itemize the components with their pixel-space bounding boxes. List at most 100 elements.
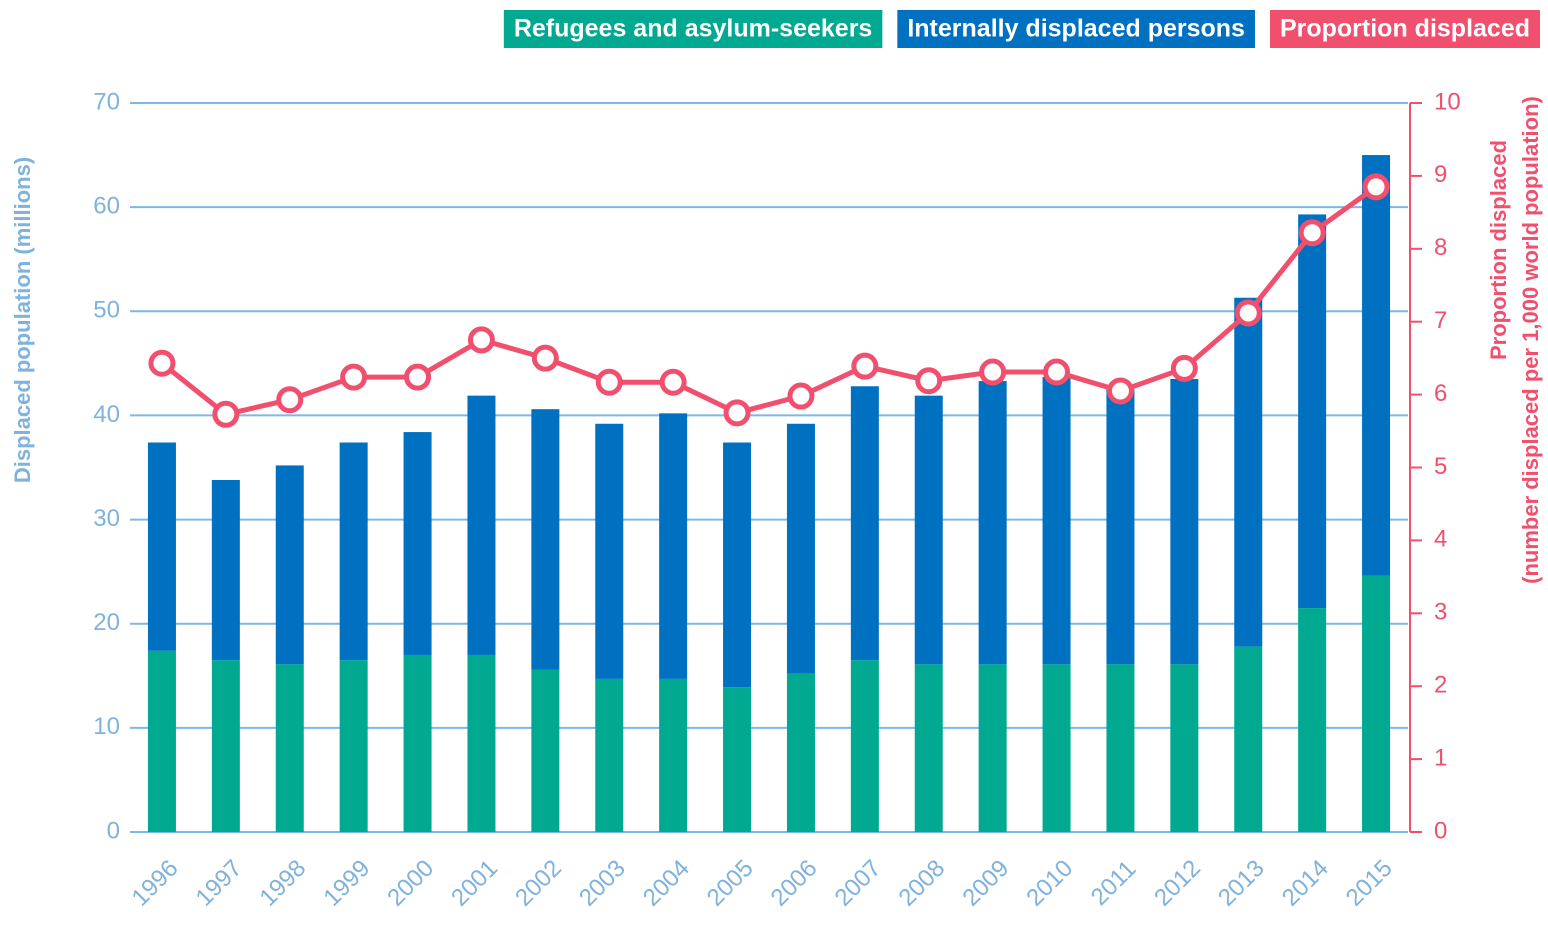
bar-segment — [211, 660, 240, 832]
bar-segment — [1042, 664, 1071, 832]
x-tick-label: 1997 — [191, 855, 248, 912]
bar-segment — [595, 678, 624, 832]
line-marker — [979, 358, 1007, 386]
legend-item: Refugees and asylum-seekers — [503, 10, 883, 48]
x-tick-label: 2002 — [510, 855, 567, 912]
y-tick-label: 10 — [93, 713, 120, 740]
line-marker — [531, 344, 559, 372]
x-tick-label: 2008 — [894, 855, 951, 912]
line-marker — [1234, 299, 1262, 327]
legend-item: Internally displaced persons — [897, 10, 1255, 48]
y2-tick-label: 1 — [1434, 744, 1447, 771]
y-tick-label: 30 — [93, 505, 120, 532]
line-marker — [1106, 377, 1134, 405]
bar-segment — [211, 479, 240, 661]
bar-segment — [786, 423, 815, 674]
y2-tick-label: 10 — [1434, 88, 1461, 115]
bar-segment — [723, 687, 752, 832]
line-marker — [1298, 219, 1326, 247]
bar-segment — [914, 395, 943, 665]
bar-segment — [914, 664, 943, 832]
y2-tick-label: 3 — [1434, 599, 1447, 626]
line-marker — [915, 367, 943, 395]
bar-segment — [339, 442, 368, 661]
line-marker — [1043, 358, 1071, 386]
bar-segment — [850, 386, 879, 661]
y2-tick-label: 8 — [1434, 234, 1447, 261]
bar-segment — [1298, 608, 1327, 832]
bar-segment — [723, 442, 752, 688]
x-tick-label: 2009 — [957, 855, 1014, 912]
bar-segment — [659, 678, 688, 832]
bar-segment — [403, 432, 432, 655]
y-axis-label: Displaced population (millions) — [10, 157, 35, 483]
line-marker — [1170, 354, 1198, 382]
bar-segment — [1170, 378, 1199, 665]
bar-segment — [531, 669, 560, 832]
bar-segment — [1234, 297, 1263, 647]
bar-segment — [659, 413, 688, 679]
bar-segment — [1298, 214, 1327, 609]
y2-axis-label: Proportion displaced — [1486, 140, 1511, 360]
bar-segment — [339, 660, 368, 832]
bar-segment — [1042, 376, 1071, 665]
y2-tick-label: 2 — [1434, 672, 1447, 699]
x-tick-label: 1998 — [255, 855, 312, 912]
line-marker — [404, 363, 432, 391]
bar-segment — [275, 664, 304, 832]
bar-segment — [978, 664, 1007, 832]
x-tick-label: 1996 — [127, 855, 184, 912]
line-marker — [276, 386, 304, 414]
bar-segment — [1362, 575, 1391, 832]
bar-segment — [786, 673, 815, 832]
y2-tick-label: 5 — [1434, 453, 1447, 480]
line-marker — [723, 399, 751, 427]
x-tick-label: 2003 — [574, 855, 631, 912]
y-tick-label: 0 — [107, 817, 120, 844]
x-tick-label: 2000 — [382, 855, 439, 912]
x-tick-label: 2015 — [1341, 855, 1398, 912]
line-marker — [467, 326, 495, 354]
bar-segment — [850, 660, 879, 832]
y-tick-label: 50 — [93, 297, 120, 324]
bar-segment — [595, 423, 624, 679]
bar-segment — [1362, 155, 1391, 576]
x-tick-label: 2012 — [1149, 855, 1206, 912]
line-marker — [148, 349, 176, 377]
y2-tick-label: 0 — [1434, 817, 1447, 844]
grid — [130, 102, 1408, 833]
y-tick-label: 60 — [93, 192, 120, 219]
bar-segment — [147, 442, 176, 651]
y2-tick-label: 6 — [1434, 380, 1447, 407]
line-marker — [1362, 173, 1390, 201]
bar-segment — [1106, 664, 1135, 832]
legend-swatch — [503, 10, 883, 48]
legend-label: Proportion displaced — [1280, 15, 1530, 43]
x-tick-label: 2010 — [1021, 855, 1078, 912]
bar-segment — [147, 650, 176, 832]
x-tick-label: 2011 — [1086, 855, 1142, 911]
line-marker — [595, 368, 623, 396]
x-tick-label: 2005 — [702, 855, 759, 912]
x-tick-label: 2007 — [830, 855, 887, 912]
legend-label: Refugees and asylum-seekers — [514, 15, 873, 43]
x-tick-label: 2004 — [638, 855, 695, 912]
line-marker — [212, 400, 240, 428]
x-tick-label: 2006 — [766, 855, 823, 912]
bar-segment — [978, 381, 1007, 665]
line-marker — [787, 382, 815, 410]
x-tick-label: 2013 — [1213, 855, 1270, 912]
x-tick-label: 2014 — [1277, 855, 1334, 912]
line-marker — [851, 352, 879, 380]
bar-segment — [467, 654, 496, 832]
bar-segment — [403, 654, 432, 832]
bar-segment — [1234, 646, 1263, 832]
y2-tick-label: 7 — [1434, 307, 1447, 334]
y-tick-label: 40 — [93, 401, 120, 428]
bar-segment — [531, 409, 560, 670]
y2-axis-label: (number displaced per 1,000 world popula… — [1518, 96, 1543, 584]
legend-label: Internally displaced persons — [907, 15, 1245, 43]
x-tick-label: 1999 — [318, 855, 375, 912]
